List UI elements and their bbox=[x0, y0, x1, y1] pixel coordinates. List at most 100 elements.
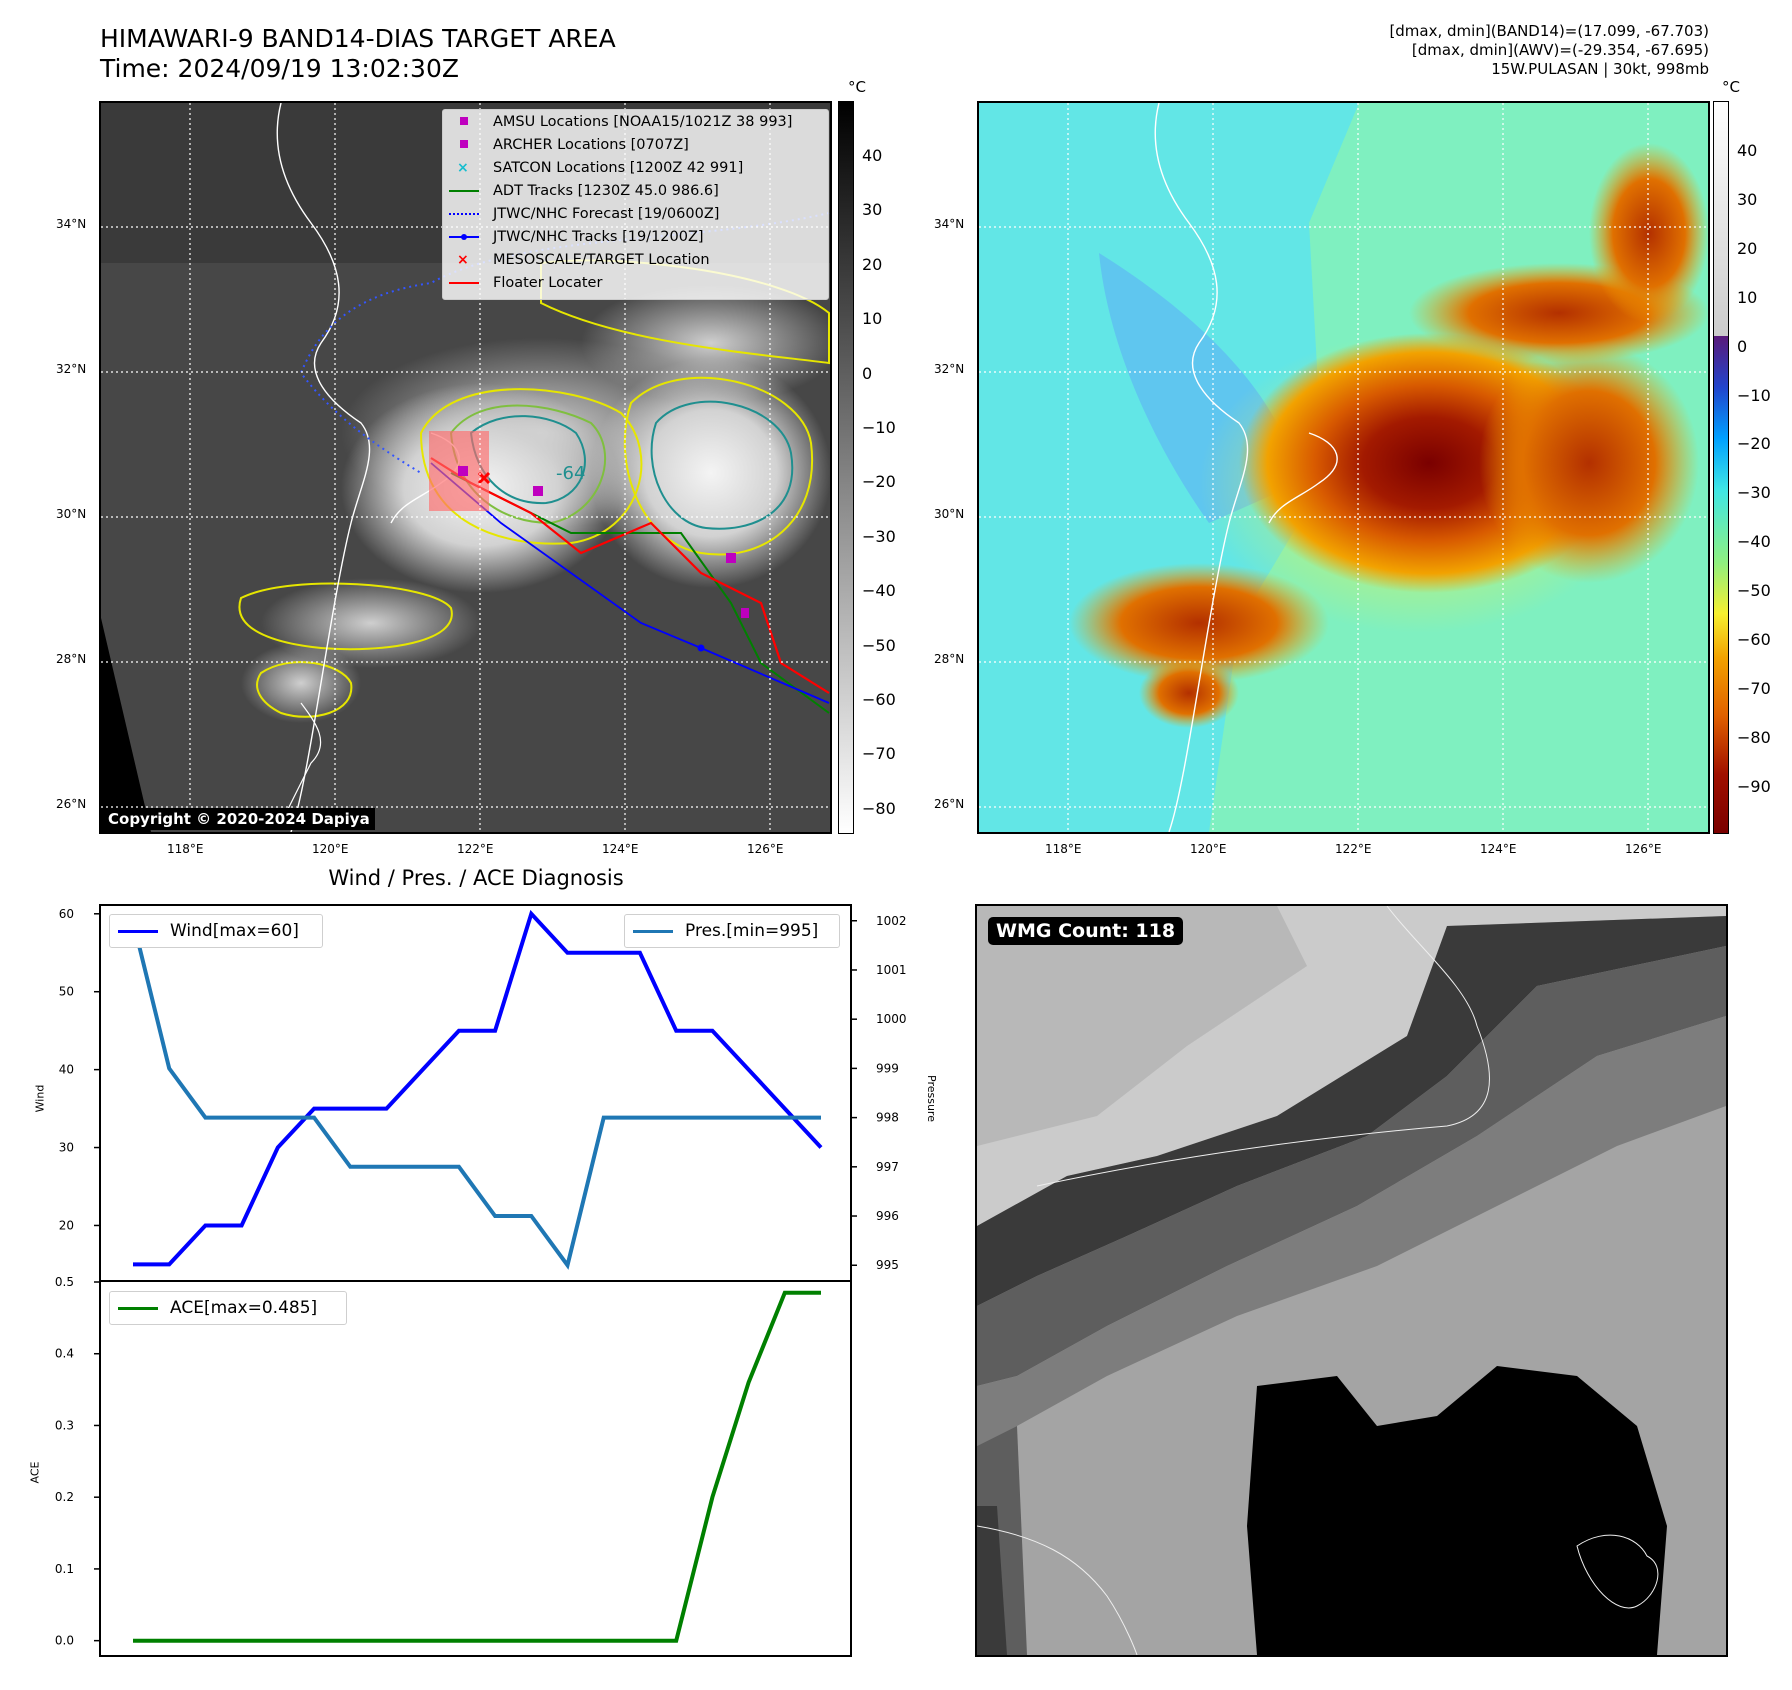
lat-tick: 26°N bbox=[56, 797, 87, 811]
line-marker-icon bbox=[449, 190, 479, 192]
chart-title: HIMAWARI-9 BAND14-DIAS TARGET AREA Time:… bbox=[100, 24, 616, 84]
lon-tick: 118°E bbox=[167, 842, 204, 856]
colorbar-right-tick: 30 bbox=[1737, 189, 1758, 209]
colorbar-left-unit: °C bbox=[848, 78, 866, 96]
colorbar-right-tick: −80 bbox=[1737, 727, 1771, 747]
colorbar-left-tick: 30 bbox=[862, 200, 883, 220]
ace-axis-tick-label: 0.1 bbox=[55, 1562, 74, 1576]
colorbar-right-tick: −70 bbox=[1737, 678, 1771, 698]
pressure-axis-label: Pressure bbox=[924, 1075, 938, 1122]
diagnosis-title: Wind / Pres. / ACE Diagnosis bbox=[328, 866, 624, 890]
legend-item-target: × MESOSCALE/TARGET Location bbox=[443, 249, 828, 271]
colorbar-right-tick: −40 bbox=[1737, 532, 1771, 552]
wmg-panel bbox=[975, 904, 1728, 1657]
lat-tick: 34°N bbox=[56, 217, 87, 231]
x-marker-icon: × bbox=[457, 160, 469, 176]
lat-tick: 28°N bbox=[934, 652, 965, 666]
legend-item-floater: Floater Locater bbox=[443, 272, 828, 294]
copyright-notice: Copyright © 2020-2024 Dapiya bbox=[103, 808, 375, 830]
colorbar-right-unit: °C bbox=[1722, 78, 1740, 96]
lat-tick: 30°N bbox=[934, 507, 965, 521]
pressure-axis-tick-label: 1001 bbox=[876, 963, 907, 977]
pressure-axis-tick-label: 995 bbox=[876, 1258, 899, 1272]
wind-series-line bbox=[133, 909, 823, 1267]
colorbar-left-tick: −70 bbox=[862, 744, 896, 764]
lat-tick: 32°N bbox=[934, 362, 965, 376]
legend-item-forecast: JTWC/NHC Forecast [19/0600Z] bbox=[443, 203, 828, 225]
pressure-line-icon bbox=[633, 930, 673, 933]
lon-tick: 124°E bbox=[1480, 842, 1517, 856]
line-marker-icon bbox=[449, 282, 479, 284]
lon-tick: 124°E bbox=[602, 842, 639, 856]
ace-legend-label: ACE[max=0.485] bbox=[170, 1298, 318, 1318]
colorbar-left-tick: 0 bbox=[862, 363, 873, 383]
map-legend: AMSU Locations [NOAA15/1021Z 38 993] ARC… bbox=[442, 109, 829, 300]
square-marker-icon bbox=[460, 117, 468, 125]
ace-axis-label: ACE bbox=[28, 1461, 42, 1484]
wind-axis-label: Wind bbox=[33, 1084, 47, 1113]
colorbar-right-tick: −60 bbox=[1737, 630, 1771, 649]
colorbar-right-tick: −20 bbox=[1737, 434, 1771, 454]
lon-tick: 120°E bbox=[312, 842, 349, 856]
colorbar-left bbox=[838, 101, 854, 834]
ace-line-icon bbox=[118, 1307, 158, 1310]
wind-axis-tick-label: 40 bbox=[59, 1063, 74, 1077]
wind-axis-tick-label: 60 bbox=[59, 907, 74, 921]
wind-axis-tick-label: 30 bbox=[59, 1141, 74, 1155]
colorbar-right bbox=[1713, 101, 1729, 834]
awv-map-panel bbox=[977, 101, 1710, 834]
pressure-series-line bbox=[131, 920, 821, 1270]
pressure-axis-tick-label: 999 bbox=[876, 1061, 899, 1075]
stats-line-1: [dmax, dmin](BAND14)=(17.099, -67.703) bbox=[1389, 22, 1709, 40]
colorbar-left-tick: −10 bbox=[862, 418, 896, 437]
wmg-count-badge: WMG Count: 118 bbox=[988, 917, 1184, 945]
pressure-axis-tick-label: 996 bbox=[876, 1209, 899, 1223]
ace-axis-tick-label: 0.5 bbox=[55, 1275, 74, 1289]
title-line-1: HIMAWARI-9 BAND14-DIAS TARGET AREA bbox=[100, 24, 616, 53]
ace-axis-tick-label: 0.3 bbox=[55, 1418, 74, 1432]
pressure-axis-tick-label: 998 bbox=[876, 1111, 899, 1125]
colorbar-left-tick: 10 bbox=[862, 309, 883, 329]
stats-header: [dmax, dmin](BAND14)=(17.099, -67.703) [… bbox=[1389, 22, 1709, 79]
square-marker-icon bbox=[460, 140, 468, 148]
lon-tick: 122°E bbox=[1335, 842, 1372, 856]
ace-axis-tick-label: 0.2 bbox=[55, 1490, 74, 1504]
legend-item-adt: ADT Tracks [1230Z 45.0 986.6] bbox=[443, 180, 828, 202]
colorbar-right-tick: 10 bbox=[1737, 287, 1758, 307]
pressure-axis-tick-label: 997 bbox=[876, 1160, 899, 1174]
lon-tick: 126°E bbox=[747, 842, 784, 856]
lat-tick: 30°N bbox=[56, 507, 87, 521]
legend-item-tracks: JTWC/NHC Tracks [19/1200Z] bbox=[443, 226, 828, 248]
colorbar-left-tick: −40 bbox=[862, 581, 896, 601]
colorbar-right-tick: −30 bbox=[1737, 483, 1771, 503]
wind-axis-tick-label: 50 bbox=[59, 985, 74, 999]
lat-tick: 32°N bbox=[56, 362, 87, 376]
dotted-line-icon bbox=[449, 213, 479, 215]
lon-tick: 122°E bbox=[457, 842, 494, 856]
wmg-image bbox=[977, 906, 1726, 1655]
wind-legend: Wind[max=60] bbox=[109, 914, 323, 948]
ace-axis-tick-label: 0.4 bbox=[55, 1347, 74, 1361]
ace-series-line bbox=[133, 1290, 821, 1643]
lon-tick: 120°E bbox=[1190, 842, 1227, 856]
colorbar-right-tick: −90 bbox=[1737, 776, 1771, 796]
colorbar-right-tick: 0 bbox=[1737, 336, 1748, 356]
pressure-legend: Pres.[min=995] bbox=[624, 914, 840, 948]
colorbar-left-tick: −20 bbox=[862, 472, 896, 492]
title-line-2: Time: 2024/09/19 13:02:30Z bbox=[100, 54, 459, 83]
legend-item-archer: ARCHER Locations [0707Z] bbox=[443, 134, 828, 156]
lat-tick: 28°N bbox=[56, 652, 87, 666]
colorbar-right-tick: 40 bbox=[1737, 141, 1758, 160]
stats-line-2: [dmax, dmin](AWV)=(-29.354, -67.695) bbox=[1411, 41, 1709, 59]
colorbar-left-tick: −80 bbox=[862, 798, 896, 818]
colorbar-left-tick: 40 bbox=[862, 146, 883, 165]
ace-legend: ACE[max=0.485] bbox=[109, 1291, 347, 1325]
colorbar-left-tick: 20 bbox=[862, 254, 883, 274]
wind-axis-tick-label: 20 bbox=[59, 1218, 74, 1232]
legend-item-amsu: AMSU Locations [NOAA15/1021Z 38 993] bbox=[443, 111, 828, 133]
legend-item-satcon: × SATCON Locations [1200Z 42 991] bbox=[443, 157, 828, 179]
colorbar-right-tick: −10 bbox=[1737, 385, 1771, 405]
lon-tick: 126°E bbox=[1625, 842, 1662, 856]
contour-label: -64 bbox=[556, 463, 585, 484]
